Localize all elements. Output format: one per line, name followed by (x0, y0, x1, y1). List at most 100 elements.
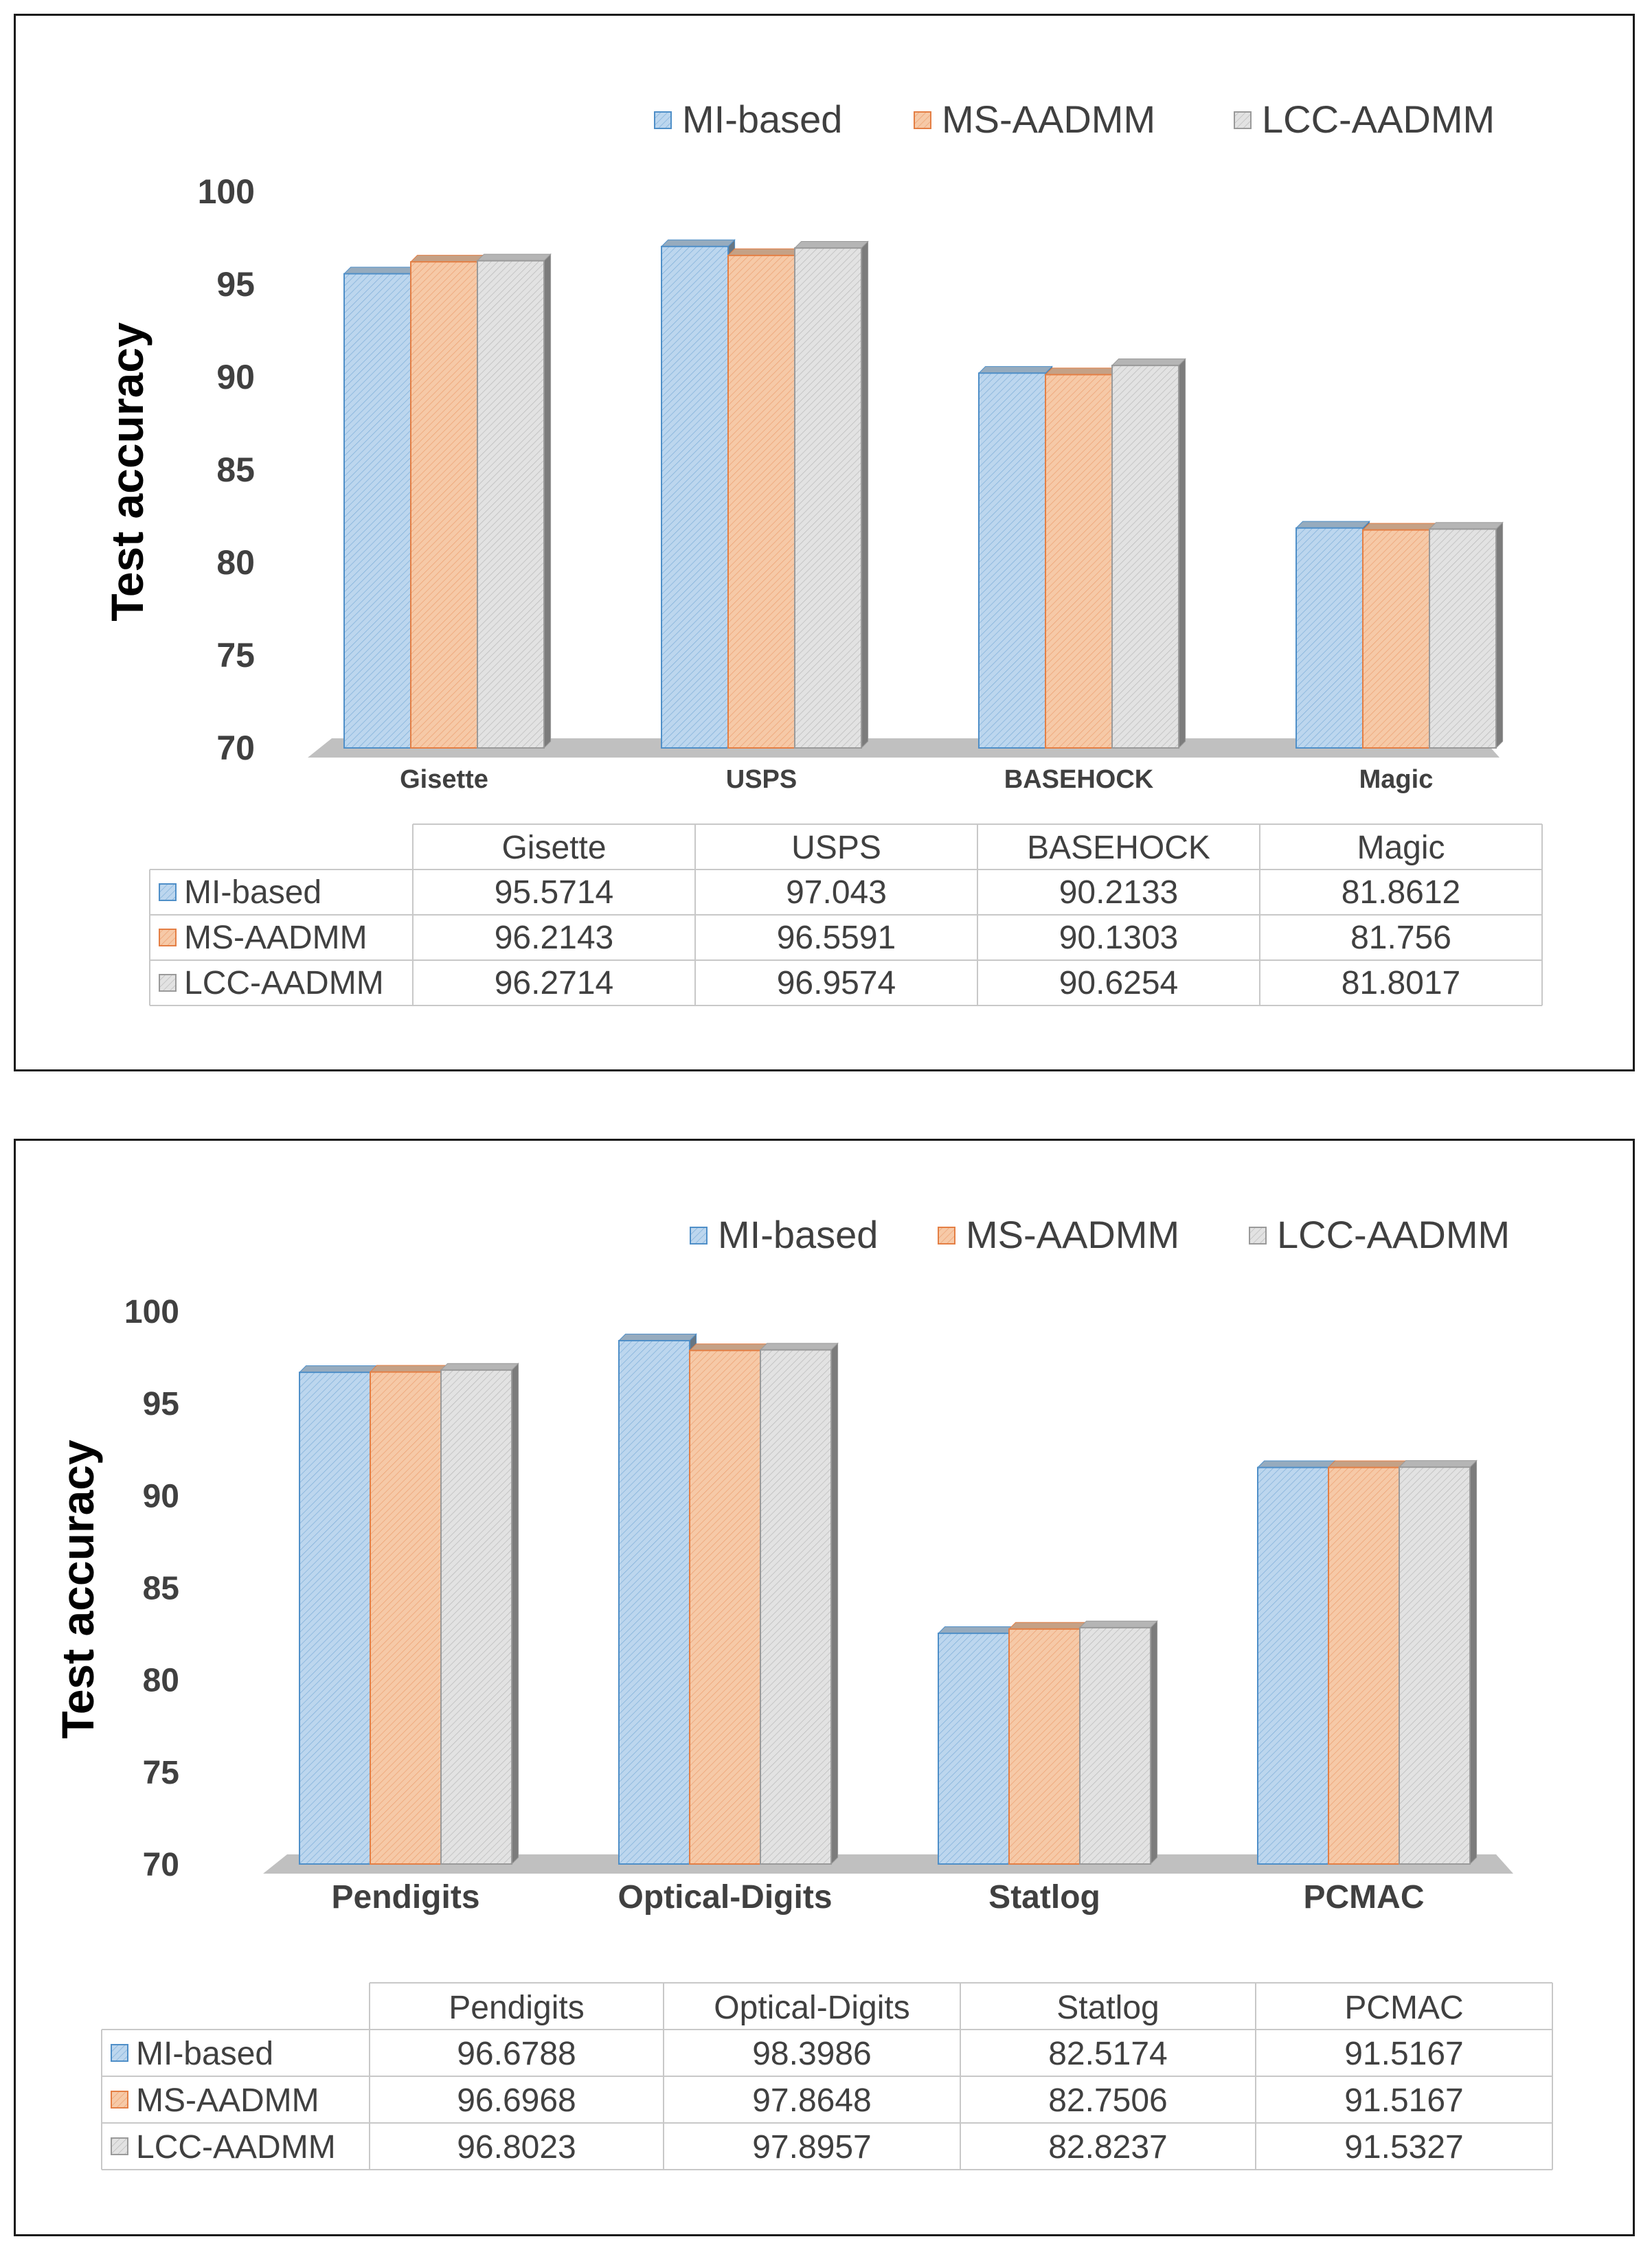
y-axis-title: Test accuracy (102, 322, 152, 622)
legend-label-lcc-aadmm: LCC-AADMM (1277, 1213, 1510, 1256)
bars (298, 1333, 1478, 1865)
legend-swatch-mi-based (690, 1227, 708, 1245)
table-cell: 97.043 (786, 874, 887, 911)
chart-panel-1: MI-based MS-AADMM LCC-AADMM 70 75 80 85 90 95 100… (14, 14, 1635, 1071)
legend-swatch-ms-aadmm (914, 111, 931, 129)
x-category-label: Magic (1359, 765, 1434, 794)
bar-ms-aadmm-basehock (1044, 367, 1120, 749)
y-tick-label: 90 (143, 1478, 179, 1514)
table-row: MI-based 96.6788 98.3986 82.5174 91.5167 (111, 2036, 1464, 2072)
x-category-label: Statlog (988, 1879, 1100, 1916)
table-header-cell: Pendigits (449, 1990, 584, 2026)
y-tick-label: 80 (143, 1663, 179, 1699)
table-row-label: MS-AADMM (136, 2082, 319, 2119)
legend-label-ms-aadmm: MS-AADMM (942, 98, 1155, 141)
table-row-label: MI-based (184, 874, 321, 911)
table-row: LCC-AADMM 96.8023 97.8957 82.8237 91.5327 (111, 2129, 1464, 2166)
data-table: Pendigits Optical-Digits Statlog PCMAC MI-ba… (101, 1982, 1553, 2170)
bar-lcc-aadmm-gisette (476, 253, 552, 749)
bar-ms-aadmm-statlog (1008, 1622, 1087, 1865)
table-header-cell: PCMAC (1344, 1990, 1463, 2026)
y-tick-label: 100 (124, 1294, 179, 1330)
legend: MI-based MS-AADMM LCC-AADMM (654, 98, 1495, 141)
table-cell: 91.5327 (1344, 2129, 1464, 2166)
table-header-cell: BASEHOCK (1027, 830, 1210, 866)
bar-ms-aadmm-pendigits (369, 1364, 449, 1865)
table-row-label: MI-based (136, 2036, 273, 2072)
bar-ms-aadmm-optical-digits (688, 1343, 768, 1865)
y-tick-label: 90 (216, 358, 255, 396)
bars (343, 239, 1504, 749)
table-row-label: MS-AADMM (184, 920, 367, 956)
table-header-cell: Magic (1357, 830, 1445, 866)
y-axis-ticks: 70 75 80 85 90 95 100 (198, 172, 255, 767)
y-tick-label: 85 (216, 451, 255, 489)
table-row-label: LCC-AADMM (136, 2129, 336, 2166)
table-cell: 96.6788 (457, 2036, 576, 2072)
bar-ms-aadmm-magic (1361, 522, 1437, 749)
chart-panel-2: MI-based MS-AADMM LCC-AADMM 70 75 80 85 90 95 100… (14, 1139, 1635, 2236)
bar-mi-based-optical-digits (618, 1333, 697, 1865)
table-cell: 82.5174 (1048, 2036, 1168, 2072)
table-row: MS-AADMM 96.6968 97.8648 82.7506 91.5167 (111, 2082, 1464, 2119)
y-tick-label: 95 (216, 265, 255, 304)
table-row-label: LCC-AADMM (184, 965, 384, 1001)
legend-swatch-lcc-aadmm (1249, 1227, 1267, 1245)
bar-ms-aadmm-pcmac (1327, 1459, 1407, 1865)
table-cell: 81.756 (1350, 920, 1451, 956)
y-tick-label: 70 (143, 1847, 179, 1883)
bar-lcc-aadmm-basehock (1111, 358, 1186, 749)
table-cell: 95.5714 (495, 874, 614, 911)
y-tick-label: 95 (143, 1386, 179, 1422)
table-cell: 82.8237 (1048, 2129, 1168, 2166)
bar-mi-based-gisette (343, 266, 418, 749)
table-cell: 96.2143 (495, 920, 614, 956)
table-cell: 97.8957 (752, 2129, 872, 2166)
bar-mi-based-pcmac (1256, 1459, 1336, 1865)
bar-mi-based-magic (1295, 520, 1370, 749)
bar-lcc-aadmm-usps (793, 240, 869, 749)
legend-swatch-mi-based (654, 111, 672, 129)
y-tick-label: 100 (198, 172, 255, 211)
legend-label-lcc-aadmm: LCC-AADMM (1262, 98, 1495, 141)
bar-mi-based-basehock (977, 365, 1053, 749)
table-legend-swatch-ms-aadmm (159, 929, 177, 946)
y-tick-label: 70 (216, 729, 255, 767)
x-category-label: PCMAC (1304, 1879, 1425, 1916)
table-cell: 91.5167 (1344, 2082, 1464, 2119)
table-cell: 81.8017 (1342, 965, 1461, 1001)
table-cell: 96.8023 (457, 2129, 576, 2166)
x-category-label: Optical-Digits (618, 1879, 832, 1916)
legend-label-mi-based: MI-based (718, 1213, 878, 1256)
table-legend-swatch-lcc-aadmm (159, 974, 177, 992)
legend-swatch-ms-aadmm (938, 1227, 955, 1245)
table-legend-swatch-mi-based (159, 883, 177, 901)
chart-floor (263, 1854, 1513, 1874)
y-tick-label: 80 (216, 543, 255, 582)
table-cell: 90.1303 (1059, 920, 1179, 956)
table-cell: 82.7506 (1048, 2082, 1168, 2119)
table-cell: 90.2133 (1059, 874, 1179, 911)
y-tick-label: 85 (143, 1571, 179, 1607)
data-table: Gisette USPS BASEHOCK Magic MI-based 95.5714 9… (149, 823, 1543, 1006)
table-legend-swatch-ms-aadmm (111, 2091, 128, 2109)
bar-chart-2: MI-based MS-AADMM LCC-AADMM 70 75 80 85 90 95 100… (52, 1213, 1553, 2170)
table-legend-swatch-lcc-aadmm (111, 2137, 128, 2155)
table-cell: 96.9574 (777, 965, 896, 1001)
bar-mi-based-pendigits (298, 1365, 378, 1865)
table-cell: 96.6968 (457, 2082, 576, 2119)
bar-lcc-aadmm-optical-digits (759, 1342, 839, 1865)
bar-lcc-aadmm-pcmac (1398, 1459, 1478, 1865)
bar-mi-based-usps (660, 239, 736, 749)
table-cell: 96.5591 (777, 920, 896, 956)
chart-floor (308, 738, 1500, 758)
table-cell: 98.3986 (752, 2036, 872, 2072)
table-row: LCC-AADMM 96.2714 96.9574 90.6254 81.8017 (159, 965, 1460, 1001)
table-header-cell: Gisette (501, 830, 606, 866)
bar-ms-aadmm-usps (727, 248, 802, 749)
table-cell: 96.2714 (495, 965, 614, 1001)
table-header-cell: Optical-Digits (714, 1990, 909, 2026)
table-row: MI-based 95.5714 97.043 90.2133 81.8612 (159, 874, 1460, 911)
table-cell: 81.8612 (1342, 874, 1461, 911)
bar-lcc-aadmm-pendigits (440, 1362, 519, 1865)
